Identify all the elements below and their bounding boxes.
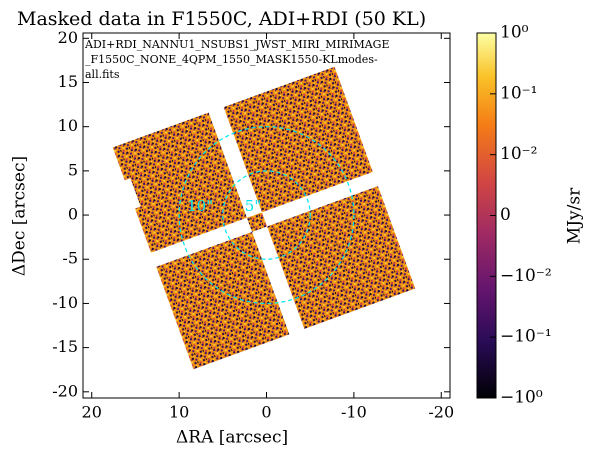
separation-circle [222, 170, 311, 260]
x-tick-label: 0 [261, 403, 271, 422]
file-annotation: ADI+RDI_NANNU1_NSUBS1_JWST_MIRI_MIRIMAGE [84, 38, 390, 51]
circle-label: 5" [245, 197, 261, 215]
y-axis-label: ΔDec [arcsec] [10, 156, 30, 276]
y-tick-label: -10 [52, 293, 78, 312]
file-annotation: _F1550C_NONE_4QPM_1550_MASK1550-KLmodes- [85, 53, 378, 66]
colorbar-tick-label: 0 [500, 205, 511, 225]
y-tick-label: 0 [68, 205, 78, 224]
x-tick-label: 20 [82, 403, 102, 422]
mask-center [246, 212, 268, 232]
colorbar-tick-label: 10⁰ [500, 23, 529, 43]
image-edge [109, 178, 141, 215]
x-tick-label: -20 [428, 403, 454, 422]
masked-image [109, 66, 416, 370]
colorbar-tick-label: −10⁻¹ [500, 327, 552, 347]
colorbar-label: MJy/sr [565, 187, 585, 244]
y-tick-label: 15 [58, 72, 78, 91]
separation-circle [178, 126, 355, 305]
colorbar-tick-label: −10⁻² [500, 266, 552, 286]
annotation: ADI+RDI_NANNU1_NSUBS1_JWST_MIRI_MIRIMAGE… [84, 38, 390, 81]
colorbar-tick-label: −10⁰ [500, 388, 543, 408]
y-tick-label: -5 [62, 249, 78, 268]
colorbar-tick-label: 10⁻¹ [500, 83, 537, 103]
y-tick-label: 10 [58, 116, 78, 135]
y-tick-label: -20 [52, 381, 78, 400]
y-tick-label: 5 [68, 160, 78, 179]
x-axis-label: ΔRA [arcsec] [176, 428, 288, 448]
colorbar-tick-label: 10⁻² [500, 144, 537, 164]
y-tick-label: 20 [58, 28, 78, 47]
x-tick-label: 10 [169, 403, 189, 422]
circle-label: 10" [187, 197, 213, 215]
x-tick-label: -10 [341, 403, 367, 422]
chart-title: Masked data in F1550C, ADI+RDI (50 KL) [17, 8, 426, 30]
file-annotation: all.fits [85, 68, 120, 81]
y-tick-label: -15 [52, 337, 78, 356]
